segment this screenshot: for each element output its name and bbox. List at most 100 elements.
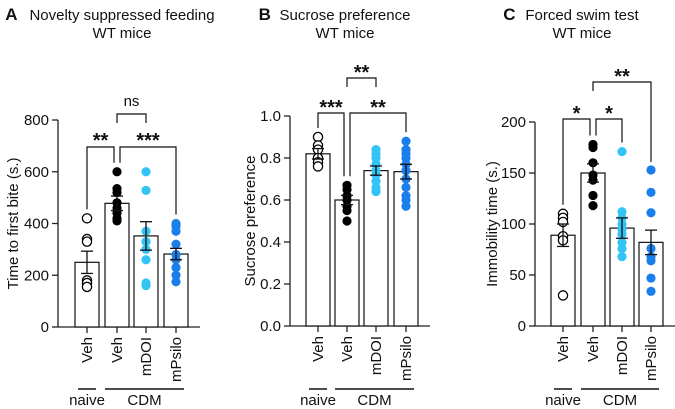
significance-label: ** bbox=[354, 62, 370, 84]
significance-label: * bbox=[605, 103, 613, 125]
x-tick-label: Veh bbox=[585, 336, 602, 362]
x-tick-label: Veh bbox=[79, 337, 96, 363]
data-point bbox=[617, 252, 627, 262]
significance-bracket bbox=[86, 146, 115, 210]
data-point bbox=[171, 226, 181, 236]
group-label: CDM bbox=[603, 392, 637, 409]
y-tick-label: 800 bbox=[24, 112, 49, 129]
significance-label: * bbox=[573, 103, 581, 125]
y-tick-label: 50 bbox=[509, 267, 526, 284]
data-point bbox=[588, 201, 598, 211]
data-point bbox=[588, 142, 598, 153]
bar bbox=[550, 234, 576, 327]
data-point bbox=[588, 158, 598, 168]
y-tick-label: 150 bbox=[501, 165, 526, 182]
y-tick-label: 0.4 bbox=[260, 234, 281, 251]
data-point bbox=[371, 153, 381, 163]
data-point bbox=[81, 236, 93, 247]
data-point bbox=[342, 184, 352, 195]
x-tick-label: Veh bbox=[109, 337, 126, 363]
data-point bbox=[342, 205, 352, 216]
data-point bbox=[141, 185, 151, 195]
significance-bracket bbox=[595, 118, 623, 143]
data-point bbox=[112, 167, 122, 177]
data-point bbox=[171, 239, 181, 249]
y-tick-label: 0 bbox=[518, 318, 526, 335]
data-point bbox=[171, 270, 181, 280]
y-tick-label: 0.0 bbox=[260, 318, 281, 335]
data-point bbox=[371, 176, 381, 186]
data-point bbox=[312, 161, 324, 172]
significance-label: ns bbox=[124, 93, 140, 110]
y-tick-label: 0.6 bbox=[260, 192, 281, 209]
data-point bbox=[342, 216, 352, 226]
group-label: CDM bbox=[357, 392, 391, 409]
data-point bbox=[141, 255, 151, 265]
significance-bracket bbox=[562, 118, 591, 205]
panel-title: Sucrose preference bbox=[280, 7, 411, 24]
significance-bracket bbox=[349, 112, 407, 177]
data-point bbox=[171, 277, 181, 287]
significance-bracket bbox=[346, 77, 377, 87]
x-tick-label: mDOI bbox=[368, 336, 385, 375]
data-point bbox=[588, 190, 598, 201]
data-point bbox=[646, 208, 656, 218]
data-point bbox=[81, 281, 93, 293]
data-point bbox=[646, 165, 656, 175]
panel-letter: B bbox=[259, 5, 271, 24]
group-label: naive bbox=[69, 392, 105, 409]
y-axis-label: Time to first bite (s.) bbox=[5, 158, 22, 290]
y-tick-label: 100 bbox=[501, 216, 526, 233]
group-label: naive bbox=[300, 392, 336, 409]
y-tick-label: 0 bbox=[41, 319, 49, 336]
significance-bracket bbox=[317, 112, 345, 177]
y-tick-label: 1.0 bbox=[260, 108, 281, 125]
data-point bbox=[401, 153, 411, 163]
panel-subtitle: WT mice bbox=[93, 25, 152, 42]
x-tick-label: mPsilo bbox=[398, 336, 415, 381]
significance-label: *** bbox=[136, 130, 160, 152]
y-axis-label: Immobility time (s.) bbox=[484, 161, 501, 287]
data-point bbox=[646, 273, 656, 283]
panel-title: Forced swim test bbox=[525, 7, 639, 24]
significance-label: *** bbox=[319, 97, 343, 119]
data-point bbox=[646, 286, 656, 296]
data-point bbox=[112, 216, 122, 226]
x-tick-label: mDOI bbox=[614, 336, 631, 375]
y-tick-label: 0.8 bbox=[260, 150, 281, 167]
data-point bbox=[617, 243, 627, 254]
panel-letter: C bbox=[503, 5, 515, 24]
panel-subtitle: WT mice bbox=[553, 25, 612, 42]
x-tick-label: mDOI bbox=[138, 337, 155, 376]
y-tick-label: 400 bbox=[24, 216, 49, 233]
data-point bbox=[646, 187, 656, 197]
x-tick-label: mPsilo bbox=[168, 337, 185, 382]
bar bbox=[305, 153, 331, 327]
group-label: naive bbox=[545, 392, 581, 409]
data-point bbox=[557, 290, 569, 301]
panel-letter: A bbox=[5, 5, 17, 24]
y-tick-label: 200 bbox=[24, 267, 49, 284]
data-point bbox=[617, 146, 627, 157]
panel-title: Novelty suppressed feeding bbox=[29, 7, 214, 24]
data-point bbox=[171, 262, 181, 273]
y-axis-label: Sucrose preference bbox=[242, 156, 259, 287]
data-point bbox=[646, 256, 656, 266]
data-point bbox=[401, 201, 411, 211]
y-tick-label: 200 bbox=[501, 114, 526, 131]
group-label: CDM bbox=[127, 392, 161, 409]
data-point bbox=[141, 281, 151, 291]
data-point bbox=[141, 167, 151, 177]
significance-label: ** bbox=[93, 130, 109, 152]
panel-subtitle: WT mice bbox=[316, 25, 375, 42]
x-tick-label: Veh bbox=[339, 336, 356, 362]
x-tick-label: Veh bbox=[310, 336, 327, 362]
significance-label: ** bbox=[614, 66, 630, 88]
data-point bbox=[401, 195, 411, 205]
data-point bbox=[401, 182, 411, 192]
y-tick-label: 0.2 bbox=[260, 276, 281, 293]
data-point bbox=[81, 213, 93, 224]
